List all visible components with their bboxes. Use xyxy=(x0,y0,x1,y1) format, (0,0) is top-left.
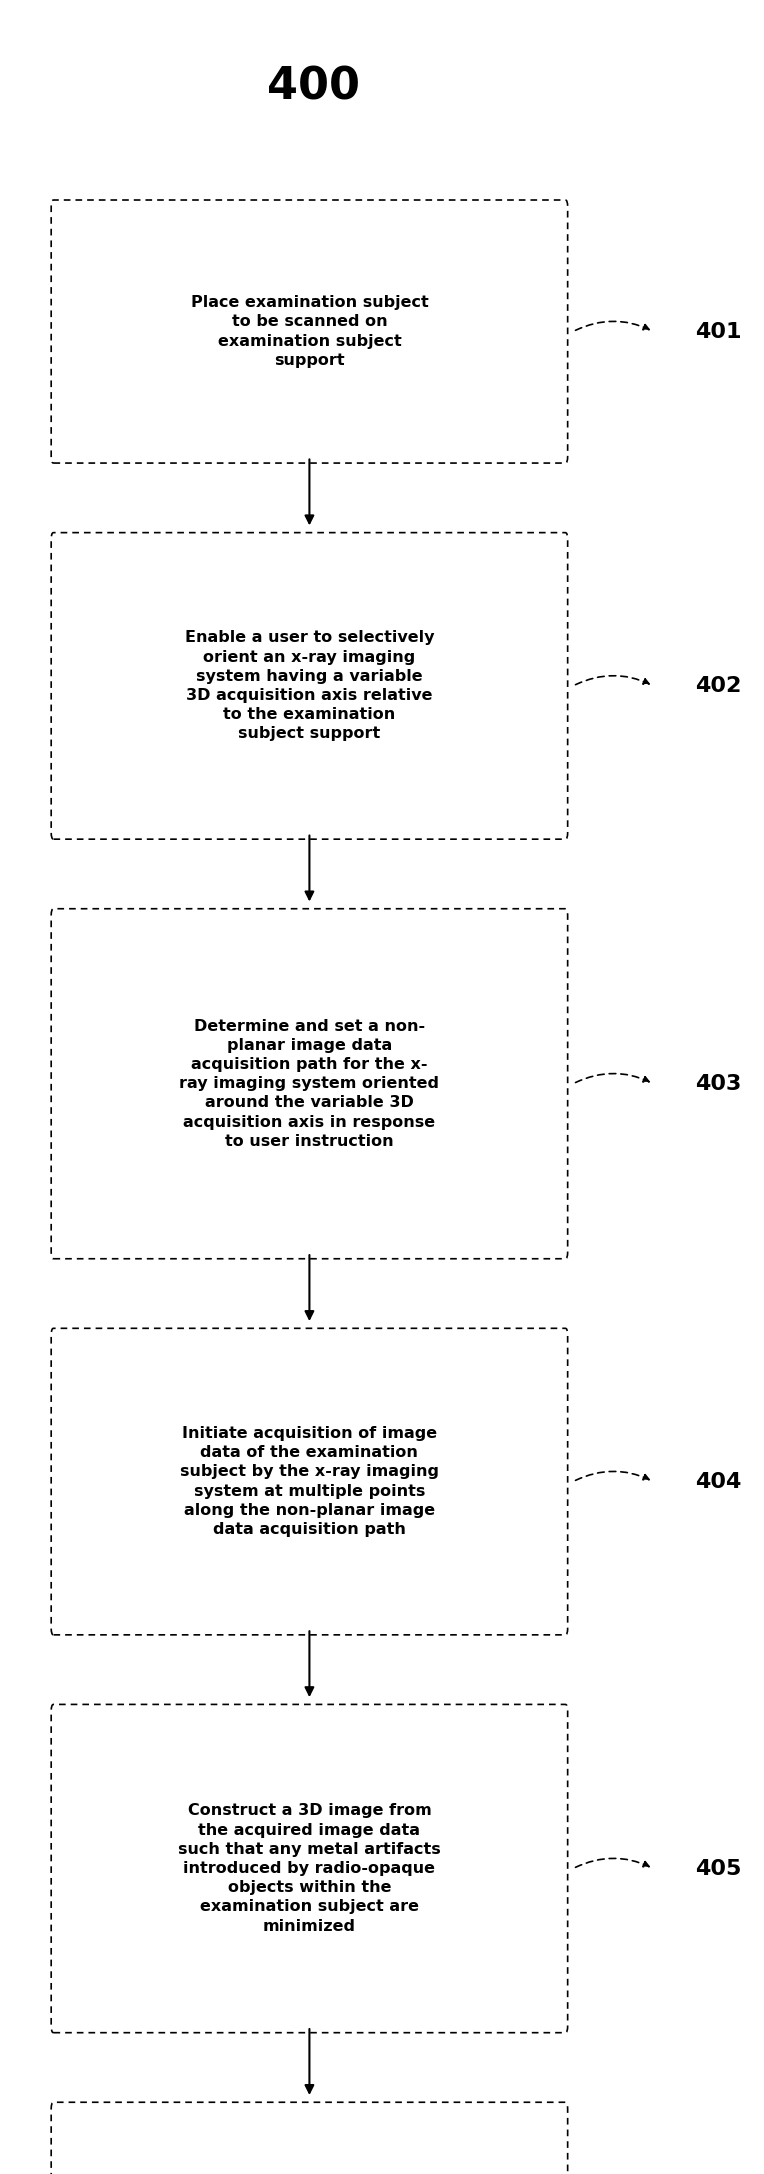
Text: Determine and set a non-
planar image data
acquisition path for the x-
ray imagi: Determine and set a non- planar image da… xyxy=(180,1020,439,1148)
Text: Place examination subject
to be scanned on
examination subject
support: Place examination subject to be scanned … xyxy=(190,296,429,367)
Text: 403: 403 xyxy=(695,1074,742,1094)
Text: 401: 401 xyxy=(695,322,742,341)
FancyBboxPatch shape xyxy=(51,909,568,1259)
Text: 405: 405 xyxy=(695,1859,742,1878)
FancyBboxPatch shape xyxy=(51,1704,568,2033)
FancyBboxPatch shape xyxy=(51,1328,568,1635)
Text: Construct a 3D image from
the acquired image data
such that any metal artifacts
: Construct a 3D image from the acquired i… xyxy=(178,1804,441,1933)
Text: 400: 400 xyxy=(267,65,360,109)
Text: Initiate acquisition of image
data of the examination
subject by the x-ray imagi: Initiate acquisition of image data of th… xyxy=(180,1426,439,1537)
FancyBboxPatch shape xyxy=(51,533,568,839)
FancyBboxPatch shape xyxy=(51,2102,568,2174)
Text: Enable a user to selectively
orient an x-ray imaging
system having a variable
3D: Enable a user to selectively orient an x… xyxy=(185,630,434,741)
Text: 402: 402 xyxy=(695,676,742,696)
FancyBboxPatch shape xyxy=(51,200,568,463)
Text: 404: 404 xyxy=(695,1472,742,1491)
